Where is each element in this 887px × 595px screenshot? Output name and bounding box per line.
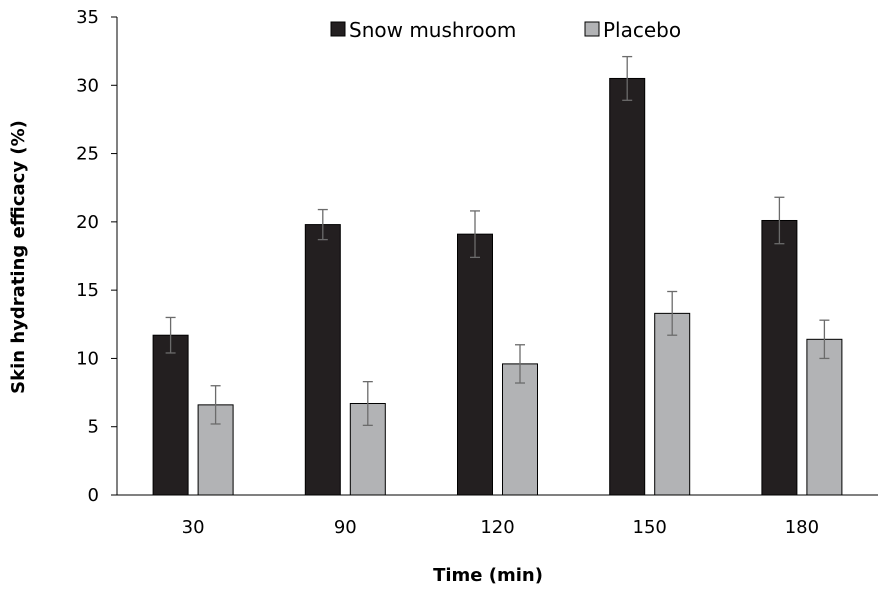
y-tick-label: 30: [76, 75, 99, 96]
y-tick-label: 25: [76, 144, 99, 165]
bar-snow-mushroom-150: [609, 77, 646, 496]
x-tick-label: 120: [480, 517, 514, 538]
y-tick-label: 15: [76, 280, 99, 301]
x-tick-label: 150: [633, 517, 667, 538]
legend: Snow mushroom Placebo: [330, 18, 681, 42]
y-tick-label: 35: [76, 7, 99, 28]
bar-snow-mushroom-30: [152, 334, 189, 496]
bar-placebo-150: [654, 312, 691, 496]
bar-placebo-180: [806, 338, 843, 496]
x-tick-label: 90: [334, 517, 357, 538]
x-tick-label: 180: [785, 517, 819, 538]
y-tick-label: 20: [76, 212, 99, 233]
legend-label-placebo: Placebo: [603, 18, 681, 42]
x-tick-label: 30: [182, 517, 205, 538]
y-tick-label: 0: [88, 485, 99, 506]
legend-label-snow-mushroom: Snow mushroom: [349, 18, 516, 42]
plot-area: 0 5 10 15 20 25 30 35 30 90 120 150 180: [76, 7, 878, 538]
bar-snow-mushroom-180: [761, 219, 798, 496]
legend-swatch-snow-mushroom: [330, 21, 346, 37]
x-axis-title: Time (min): [433, 565, 543, 586]
bar-snow-mushroom-120: [457, 233, 493, 496]
y-tick-label: 10: [76, 348, 99, 369]
y-tick-label: 5: [88, 417, 99, 438]
y-axis-title: Skin hydrating efficacy (%): [8, 120, 29, 394]
legend-swatch-placebo: [584, 21, 600, 37]
bar-snow-mushroom-90: [304, 224, 341, 496]
